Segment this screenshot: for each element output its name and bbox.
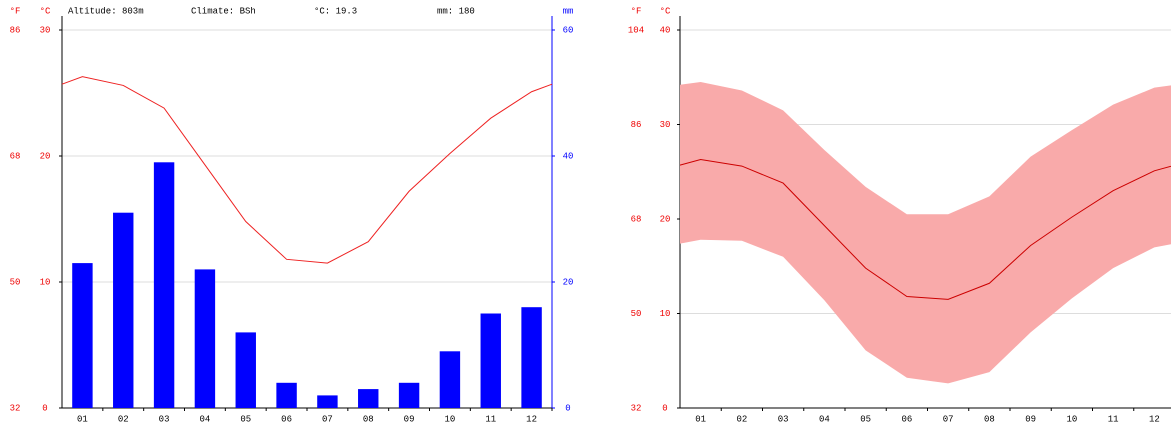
temperature-line xyxy=(679,158,1171,300)
bar xyxy=(358,389,379,408)
bar xyxy=(235,332,256,408)
x-tick-label: 12 xyxy=(1149,414,1160,424)
header-text: Climate: BSh xyxy=(191,6,256,16)
x-tick-label: 07 xyxy=(322,414,333,424)
y2-tick-label: 40 xyxy=(563,151,574,161)
bar xyxy=(72,263,93,408)
bar xyxy=(398,382,420,408)
bar xyxy=(113,212,134,408)
y-tick-label: 10 xyxy=(40,277,51,287)
x-tick-label: 04 xyxy=(819,414,830,424)
f-tick-label: 50 xyxy=(631,309,642,319)
y2-tick-label: 20 xyxy=(563,277,574,287)
unit-label: mm xyxy=(563,6,574,16)
y2-tick-label: 0 xyxy=(565,403,570,413)
f-tick-label: 32 xyxy=(10,403,21,413)
x-tick-label: 08 xyxy=(984,414,995,424)
y-tick-label: 10 xyxy=(660,309,671,319)
bar xyxy=(194,269,216,408)
x-tick-label: 04 xyxy=(200,414,211,424)
f-tick-label: 104 xyxy=(628,25,644,35)
x-tick-label: 05 xyxy=(860,414,871,424)
y-tick-label: 20 xyxy=(660,214,671,224)
bar xyxy=(439,351,461,408)
bar xyxy=(480,313,501,408)
f-tick-label: 68 xyxy=(631,214,642,224)
x-tick-label: 12 xyxy=(526,414,537,424)
x-tick-label: 01 xyxy=(695,414,706,424)
x-tick-label: 02 xyxy=(736,414,747,424)
x-tick-label: 06 xyxy=(901,414,912,424)
y-tick-label: 0 xyxy=(42,403,47,413)
x-tick-label: 11 xyxy=(1108,414,1119,424)
header-text: Altitude: 803m xyxy=(68,6,144,16)
x-tick-label: 02 xyxy=(118,414,129,424)
unit-label: °C xyxy=(660,6,671,16)
f-tick-label: 86 xyxy=(10,25,21,35)
x-tick-label: 06 xyxy=(281,414,292,424)
x-tick-label: 10 xyxy=(1066,414,1077,424)
x-tick-label: 08 xyxy=(363,414,374,424)
header-text: °C: 19.3 xyxy=(314,6,357,16)
bar xyxy=(153,162,175,408)
temperature-line xyxy=(61,76,553,264)
y2-tick-label: 60 xyxy=(563,25,574,35)
f-tick-label: 50 xyxy=(10,277,21,287)
f-tick-label: 32 xyxy=(631,403,642,413)
x-tick-label: 03 xyxy=(159,414,170,424)
bar xyxy=(276,382,297,408)
unit-label: °F xyxy=(631,6,642,16)
x-tick-label: 11 xyxy=(485,414,496,424)
x-tick-label: 07 xyxy=(943,414,954,424)
x-tick-label: 01 xyxy=(77,414,88,424)
bar xyxy=(521,307,542,408)
unit-label: °F xyxy=(10,6,21,16)
header-text: mm: 180 xyxy=(437,6,475,16)
y-tick-label: 30 xyxy=(660,120,671,130)
x-tick-label: 03 xyxy=(778,414,789,424)
x-tick-label: 10 xyxy=(445,414,456,424)
x-tick-label: 09 xyxy=(1025,414,1036,424)
x-tick-label: 05 xyxy=(240,414,251,424)
f-tick-label: 68 xyxy=(10,151,21,161)
f-tick-label: 86 xyxy=(631,120,642,130)
unit-label: °C xyxy=(40,6,51,16)
x-tick-label: 09 xyxy=(404,414,415,424)
y-tick-label: 0 xyxy=(662,403,667,413)
y-tick-label: 30 xyxy=(40,25,51,35)
bar xyxy=(317,395,338,408)
y-tick-label: 40 xyxy=(660,25,671,35)
y-tick-label: 20 xyxy=(40,151,51,161)
temperature-range xyxy=(680,81,1171,384)
